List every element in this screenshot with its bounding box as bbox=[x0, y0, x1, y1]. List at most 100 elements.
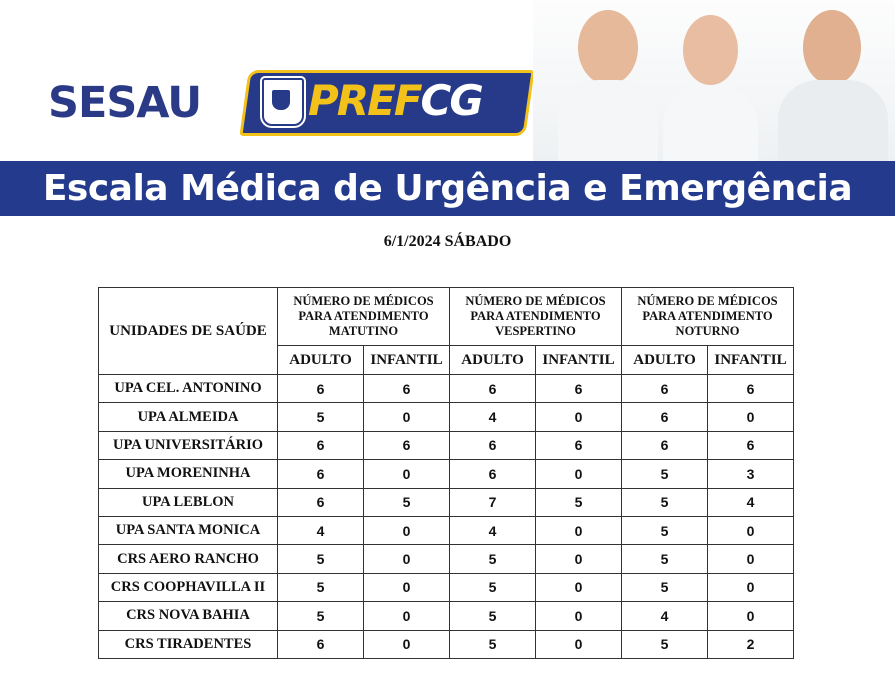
doctor-count: 6 bbox=[363, 373, 450, 404]
shift-header-noturno: NÚMERO DE MÉDICOS PARA ATENDIMENTO NOTUR… bbox=[621, 287, 794, 346]
doctor-count: 4 bbox=[707, 487, 794, 517]
doctor-count: 6 bbox=[277, 373, 364, 404]
table-row: CRS TIRADENTES 6 0 5 0 5 2 bbox=[98, 629, 794, 659]
doctor-count: 6 bbox=[535, 373, 622, 404]
doctor-count: 6 bbox=[449, 459, 536, 489]
doctor-count: 0 bbox=[363, 572, 450, 603]
doctor-count: 0 bbox=[535, 601, 622, 631]
doctor-count: 2 bbox=[707, 629, 794, 659]
doctor-count: 0 bbox=[535, 544, 622, 574]
doctor-count: 0 bbox=[535, 402, 622, 432]
doctor-count: 0 bbox=[707, 572, 794, 603]
table-row: UPA SANTA MONICA 4 0 4 0 5 0 bbox=[98, 515, 794, 546]
doctor-count: 5 bbox=[449, 629, 536, 659]
doctor-count: 5 bbox=[621, 572, 708, 603]
shift-header-matutino: NÚMERO DE MÉDICOS PARA ATENDIMENTO MATUT… bbox=[277, 287, 450, 346]
doctor-count: 6 bbox=[707, 430, 794, 461]
doctor-count: 6 bbox=[535, 430, 622, 461]
sub-header: ADULTO bbox=[277, 345, 364, 375]
unit-name: UPA SANTA MONICA bbox=[98, 515, 278, 546]
doctor-count: 0 bbox=[535, 459, 622, 489]
doctor-count: 5 bbox=[621, 487, 708, 517]
unit-name: CRS AERO RANCHO bbox=[98, 544, 278, 574]
doctor-count: 0 bbox=[363, 629, 450, 659]
table-row: UPA MORENINHA 6 0 6 0 5 3 bbox=[98, 459, 794, 489]
doctor-count: 5 bbox=[449, 601, 536, 631]
doctor-count: 4 bbox=[449, 515, 536, 546]
unit-name: UPA CEL. ANTONINO bbox=[98, 373, 278, 404]
sub-header: INFANTIL bbox=[707, 345, 794, 375]
doctor-count: 5 bbox=[621, 515, 708, 546]
doctor-count: 5 bbox=[449, 544, 536, 574]
doctor-count: 5 bbox=[277, 572, 364, 603]
page-title: Escala Médica de Urgência e Emergência bbox=[42, 168, 853, 209]
unit-header: UNIDADES DE SAÚDE bbox=[98, 287, 278, 375]
doctor-count: 7 bbox=[449, 487, 536, 517]
schedule-table: UNIDADES DE SAÚDE NÚMERO DE MÉDICOS PARA… bbox=[98, 287, 794, 659]
sub-header: ADULTO bbox=[449, 345, 536, 375]
doctor-count: 6 bbox=[277, 487, 364, 517]
table-row: UPA CEL. ANTONINO 6 6 6 6 6 6 bbox=[98, 373, 794, 404]
doctor-count: 6 bbox=[449, 430, 536, 461]
doctor-count: 6 bbox=[277, 459, 364, 489]
schedule-date: 6/1/2024 SÁBADO bbox=[383, 233, 512, 250]
doctor-count: 3 bbox=[707, 459, 794, 489]
city-crest-icon bbox=[262, 78, 304, 126]
table-row: CRS AERO RANCHO 5 0 5 0 5 0 bbox=[98, 544, 794, 574]
unit-name: CRS NOVA BAHIA bbox=[98, 601, 278, 631]
doctor-count: 4 bbox=[277, 515, 364, 546]
table-row: UPA ALMEIDA 5 0 4 0 6 0 bbox=[98, 402, 794, 432]
doctor-count: 0 bbox=[363, 601, 450, 631]
cg-text: CG bbox=[420, 76, 484, 125]
doctor-count: 0 bbox=[363, 459, 450, 489]
doctor-count: 5 bbox=[449, 572, 536, 603]
doctor-count: 5 bbox=[277, 402, 364, 432]
doctor-count: 0 bbox=[707, 601, 794, 631]
doctor-count: 0 bbox=[707, 544, 794, 574]
doctor-count: 6 bbox=[621, 373, 708, 404]
doctor-count: 5 bbox=[621, 629, 708, 659]
unit-name: UPA LEBLON bbox=[98, 487, 278, 517]
sesau-logo: SESAU bbox=[48, 78, 202, 128]
table-row: UPA UNIVERSITÁRIO 6 6 6 6 6 6 bbox=[98, 430, 794, 461]
doctor-count: 4 bbox=[621, 601, 708, 631]
doctors-photo bbox=[533, 0, 895, 200]
doctor-count: 6 bbox=[363, 430, 450, 461]
doctor-count: 0 bbox=[535, 572, 622, 603]
unit-name: CRS COOPHAVILLA II bbox=[98, 572, 278, 603]
doctor-count: 5 bbox=[621, 459, 708, 489]
sub-header: INFANTIL bbox=[535, 345, 622, 375]
doctor-count: 0 bbox=[363, 515, 450, 546]
table-row: CRS NOVA BAHIA 5 0 5 0 4 0 bbox=[98, 601, 794, 631]
doctor-count: 5 bbox=[277, 601, 364, 631]
doctor-count: 5 bbox=[535, 487, 622, 517]
doctor-count: 0 bbox=[707, 402, 794, 432]
table-row: UPA LEBLON 6 5 7 5 5 4 bbox=[98, 487, 794, 517]
unit-name: UPA UNIVERSITÁRIO bbox=[98, 430, 278, 461]
doctor-count: 5 bbox=[277, 544, 364, 574]
doctor-count: 5 bbox=[621, 544, 708, 574]
doctor-count: 6 bbox=[449, 373, 536, 404]
sub-header: ADULTO bbox=[621, 345, 708, 375]
doctor-count: 6 bbox=[707, 373, 794, 404]
prefcg-logo-text: PREFCG bbox=[308, 76, 484, 125]
unit-name: CRS TIRADENTES bbox=[98, 629, 278, 659]
doctor-count: 0 bbox=[363, 544, 450, 574]
doctor-count: 0 bbox=[535, 629, 622, 659]
doctor-count: 6 bbox=[277, 430, 364, 461]
doctor-count: 0 bbox=[707, 515, 794, 546]
unit-name: UPA ALMEIDA bbox=[98, 402, 278, 432]
doctor-count: 5 bbox=[363, 487, 450, 517]
pref-text: PREF bbox=[308, 76, 423, 125]
doctor-count: 6 bbox=[621, 402, 708, 432]
sub-header: INFANTIL bbox=[363, 345, 450, 375]
doctor-count: 0 bbox=[535, 515, 622, 546]
doctor-count: 6 bbox=[277, 629, 364, 659]
title-banner: Escala Médica de Urgência e Emergência bbox=[0, 161, 895, 216]
doctor-count: 0 bbox=[363, 402, 450, 432]
doctor-count: 6 bbox=[621, 430, 708, 461]
doctor-count: 4 bbox=[449, 402, 536, 432]
unit-name: UPA MORENINHA bbox=[98, 459, 278, 489]
table-row: CRS COOPHAVILLA II 5 0 5 0 5 0 bbox=[98, 572, 794, 603]
shift-header-vespertino: NÚMERO DE MÉDICOS PARA ATENDIMENTO VESPE… bbox=[449, 287, 622, 346]
